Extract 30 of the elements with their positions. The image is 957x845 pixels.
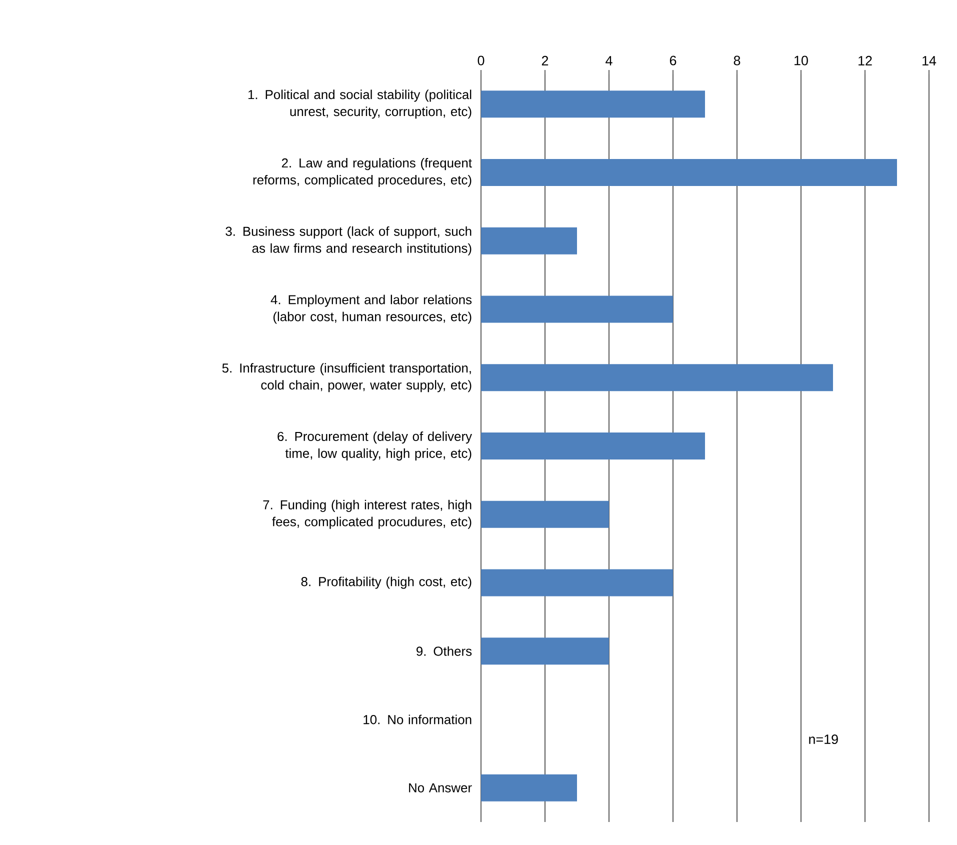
bar (481, 90, 706, 118)
bar (481, 638, 610, 665)
y-tick-label: No Answer (409, 783, 472, 792)
y-tick-label: 3. Business support (lack of support, such as law firms and research institutions) (226, 226, 472, 256)
y-tick-label: 8. Profitability (high cost, etc) (301, 576, 472, 589)
x-tick-label: 8 (734, 56, 740, 66)
y-tick-label: 10. No information (364, 714, 472, 724)
y-tick-label: 2. Law and regulations (frequent reforms, complicated procedures, etc) (253, 158, 472, 188)
y-tick-label: 9. Others (416, 646, 472, 656)
bar (481, 774, 578, 802)
bar (481, 159, 898, 186)
y-tick-label: 7. Funding (high interest rates, high fees, complicated procudures, etc) (263, 500, 472, 529)
x-tick-label: 4 (606, 56, 612, 66)
y-tick-label: 6. Procurement (delay of delivery time, low quality, high price, etc) (278, 431, 472, 461)
y-tick-label: 5. Infrastructure (insufficient transportation, cold chain, power, water supply, etc) (222, 363, 472, 392)
bar (481, 227, 578, 254)
annotation: n=19 (809, 734, 838, 744)
y-tick-label: 1. Political and social stability (political unrest, security, corruption, etc) (248, 90, 472, 119)
y-tick-label: 4. Employment and labor relations (labor cost, human resources, etc) (270, 294, 472, 324)
x-tick-label: 0 (478, 56, 484, 66)
x-tick-label: 12 (858, 56, 872, 66)
bar (481, 432, 706, 460)
bar (481, 569, 674, 596)
bar (481, 364, 834, 392)
x-tick-label: 6 (670, 56, 676, 66)
bar (481, 500, 610, 528)
x-tick-label: 14 (922, 56, 936, 66)
x-tick-label: 10 (794, 56, 808, 66)
bar (481, 296, 674, 323)
x-tick-label: 2 (542, 56, 548, 66)
